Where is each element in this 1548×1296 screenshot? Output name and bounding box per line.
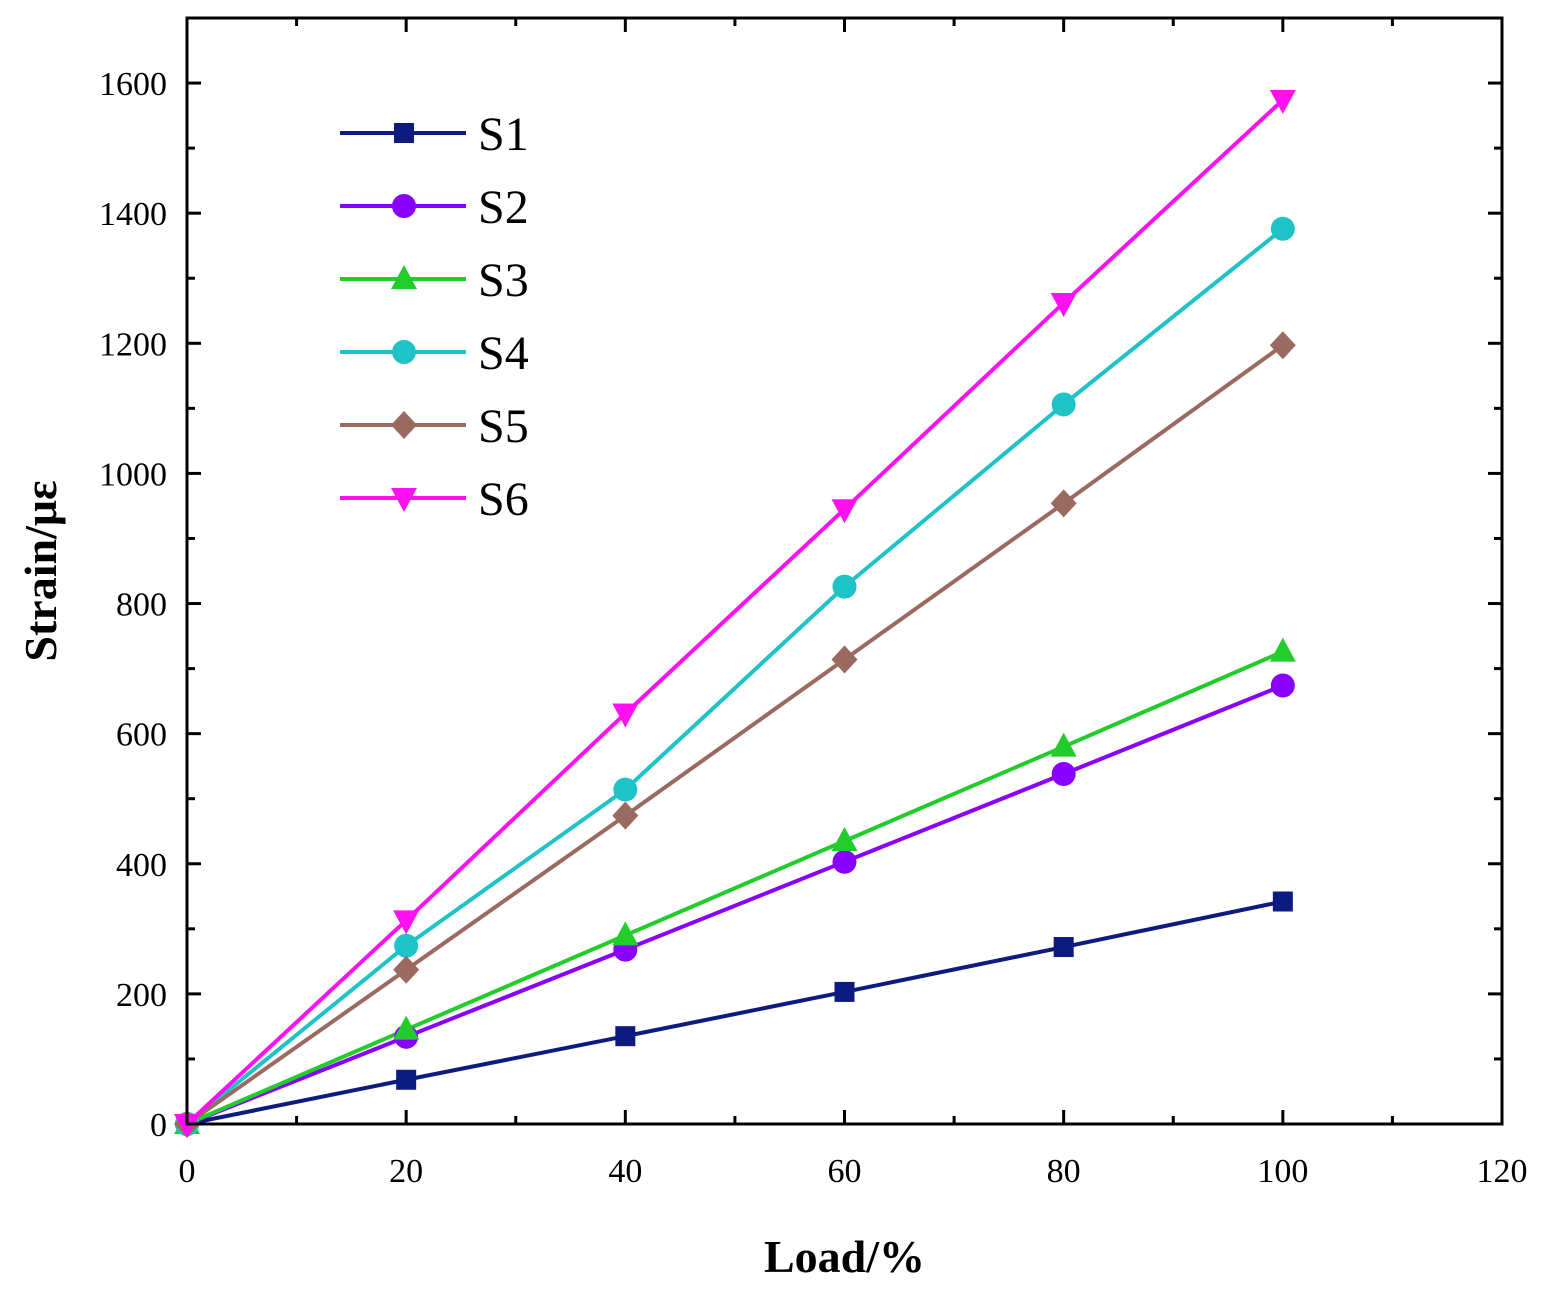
y-tick-label: 800 [116,587,167,624]
series-line-s5 [185,343,1285,1126]
data-point-s4 [394,933,419,958]
data-point-s6 [612,703,639,728]
y-tick-label: 1600 [99,66,167,103]
data-point-s1 [615,1026,636,1047]
data-point-s3 [612,921,639,946]
data-point-s5 [831,645,858,674]
data-point-s1 [834,981,855,1002]
x-tick-label: 60 [828,1153,862,1190]
data-point-s1 [1272,891,1293,912]
data-point-s1 [396,1069,417,1090]
y-tick-label: 400 [116,847,167,884]
data-point-s5 [393,955,420,984]
series-markers [174,89,1296,1138]
series-line-s3 [186,649,1284,1126]
y-axis-title: Strain/με [15,480,66,661]
x-axis-title: Load/% [764,1231,925,1282]
legend-label-s1: S1 [478,108,529,161]
data-point-s6 [393,910,420,935]
legend-marker-s3 [391,265,417,289]
data-point-s5 [1050,489,1077,518]
series-line-s1 [186,899,1284,1126]
data-point-s5 [1269,331,1296,360]
legend: S1 S2 S3 S4 S5 S6 [340,108,529,526]
series-line-s2 [186,683,1284,1126]
series-line-s6 [185,98,1285,1126]
legend-label-s4: S4 [478,327,529,380]
data-point-s4 [1051,392,1076,417]
data-point-s6 [1269,89,1296,114]
x-tick-label: 20 [389,1153,423,1190]
data-point-s3 [393,1015,420,1040]
data-point-s2 [1270,673,1295,698]
data-point-s4 [832,574,857,599]
x-tick-label: 80 [1047,1153,1081,1190]
x-tick-label: 120 [1477,1153,1528,1190]
y-tick-label: 1000 [99,456,167,493]
data-point-s2 [1051,761,1076,786]
data-point-s3 [831,826,858,851]
y-tick-label: 1200 [99,326,167,363]
data-point-s6 [831,499,858,524]
legend-label-s5: S5 [478,400,529,453]
data-point-s4 [1270,216,1295,241]
y-tick-label: 1400 [99,196,167,233]
data-point-s2 [832,849,857,874]
legend-marker-s5 [391,411,417,439]
x-tick-label: 100 [1257,1153,1308,1190]
legend-marker-s2 [392,194,416,218]
x-tick-label: 40 [608,1153,642,1190]
tick-labels: 0 20 40 60 80 100 1200200400600800100012001400… [99,66,1528,1190]
series-line-s4 [185,227,1285,1126]
data-point-s3 [1269,637,1296,662]
y-tick-label: 600 [116,717,167,754]
x-tick-label: 0 [179,1153,196,1190]
data-point-s6 [1050,292,1077,317]
data-point-s1 [1053,937,1074,958]
legend-marker-s6 [391,488,417,512]
y-tick-label: 200 [116,977,167,1014]
data-point-s3 [1050,732,1077,757]
ticks-layer [185,16,1504,1126]
legend-label-s2: S2 [478,181,529,234]
legend-label-s6: S6 [478,473,529,526]
legend-label-s3: S3 [478,254,529,307]
series-lines [185,98,1285,1126]
plot-frame [185,16,1504,1126]
data-point-s4 [613,777,638,802]
legend-marker-s1 [394,123,414,143]
legend-marker-s4 [392,340,416,364]
data-point-s6 [174,1114,200,1138]
y-tick-label: 0 [150,1107,167,1144]
data-point-s5 [612,801,639,830]
